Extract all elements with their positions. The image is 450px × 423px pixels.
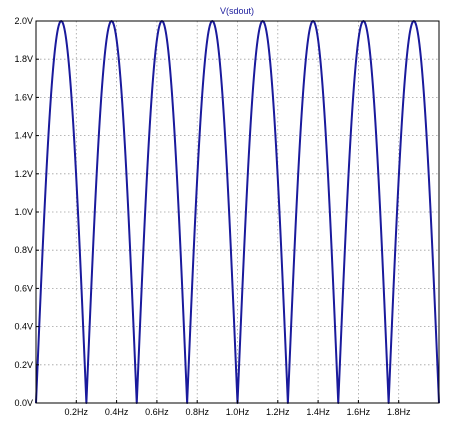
y-tick-label: 1.4V <box>14 131 33 141</box>
x-tick-label: 1.8Hz <box>387 407 411 417</box>
x-tick-label: 0.6Hz <box>145 407 169 417</box>
x-tick-label: 1.0Hz <box>226 407 250 417</box>
axis-ticks <box>36 20 400 404</box>
grid-lines <box>36 21 439 403</box>
y-tick-label: 1.2V <box>14 169 33 179</box>
y-tick-label: 0.6V <box>14 283 33 293</box>
y-tick-label: 0.4V <box>14 322 33 332</box>
axis-tick-labels: 0.2Hz 0.4Hz 0.6Hz 0.8Hz 1.0Hz 1.2Hz 1.4Hz 1.6Hz… <box>14 16 410 417</box>
x-tick-label: 0.8Hz <box>185 407 209 417</box>
y-tick-label: 1.8V <box>14 54 33 64</box>
x-tick-label: 0.2Hz <box>65 407 89 417</box>
y-tick-label: 0.0V <box>14 398 33 408</box>
y-tick-label: 0.2V <box>14 360 33 370</box>
x-tick-label: 1.6Hz <box>347 407 371 417</box>
y-tick-label: 1.0V <box>14 207 33 217</box>
x-tick-label: 1.4Hz <box>306 407 330 417</box>
y-tick-label: 1.6V <box>14 92 33 102</box>
chart-title: V(sdout) <box>220 6 254 16</box>
y-tick-label: 0.8V <box>14 245 33 255</box>
y-tick-label: 2.0V <box>14 16 33 26</box>
x-tick-label: 1.2Hz <box>266 407 290 417</box>
x-tick-label: 0.4Hz <box>105 407 129 417</box>
